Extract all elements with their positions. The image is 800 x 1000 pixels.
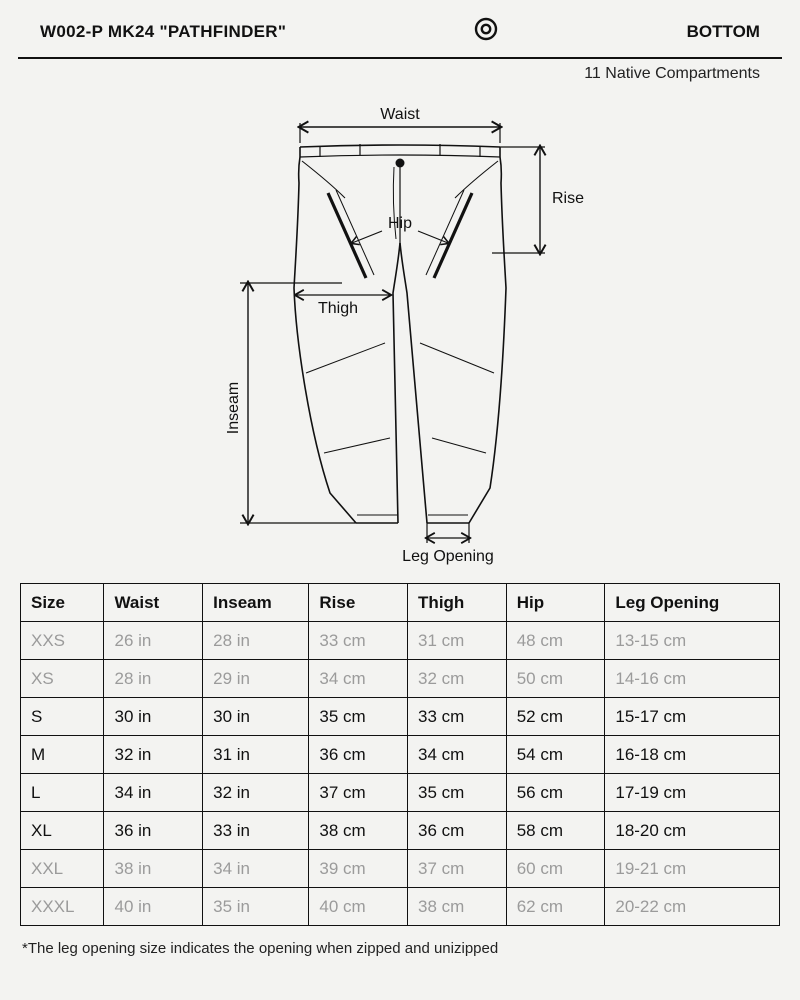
table-cell: 35 cm — [309, 698, 408, 736]
diagram-label-inseam: Inseam — [225, 382, 242, 434]
table-header-row: SizeWaistInseamRiseThighHipLeg Opening — [21, 584, 780, 622]
table-cell: 36 cm — [309, 736, 408, 774]
table-cell: 30 in — [104, 698, 203, 736]
table-row: XXS26 in28 in33 cm31 cm48 cm13-15 cm — [21, 622, 780, 660]
table-cell: 33 cm — [408, 698, 507, 736]
table-cell: XXL — [21, 850, 104, 888]
table-cell: XXXL — [21, 888, 104, 926]
diagram-label-leg-opening: Leg Opening — [402, 548, 494, 565]
table-cell: 34 cm — [408, 736, 507, 774]
table-cell: 31 in — [203, 736, 309, 774]
table-cell: 26 in — [104, 622, 203, 660]
table-cell: 48 cm — [506, 622, 605, 660]
diagram-label-thigh: Thigh — [318, 300, 358, 317]
table-cell: 34 in — [104, 774, 203, 812]
table-cell: 33 cm — [309, 622, 408, 660]
table-header-cell: Thigh — [408, 584, 507, 622]
table-cell: 28 in — [104, 660, 203, 698]
table-cell: 35 in — [203, 888, 309, 926]
category-label: BOTTOM — [687, 22, 760, 42]
diagram-label-waist: Waist — [380, 106, 420, 123]
table-cell: 19-21 cm — [605, 850, 780, 888]
table-cell: 60 cm — [506, 850, 605, 888]
table-cell: 32 in — [104, 736, 203, 774]
table-cell: 58 cm — [506, 812, 605, 850]
table-cell: 32 in — [203, 774, 309, 812]
table-cell: S — [21, 698, 104, 736]
table-cell: 14-16 cm — [605, 660, 780, 698]
size-diagram: Waist Rise Inseam — [18, 83, 782, 583]
table-header-cell: Inseam — [203, 584, 309, 622]
table-cell: 31 cm — [408, 622, 507, 660]
table-cell: 15-17 cm — [605, 698, 780, 736]
table-cell: 18-20 cm — [605, 812, 780, 850]
table-cell: M — [21, 736, 104, 774]
table-cell: 40 in — [104, 888, 203, 926]
table-cell: XL — [21, 812, 104, 850]
table-cell: 34 in — [203, 850, 309, 888]
table-cell: 16-18 cm — [605, 736, 780, 774]
table-cell: 62 cm — [506, 888, 605, 926]
table-cell: 36 in — [104, 812, 203, 850]
table-cell: 54 cm — [506, 736, 605, 774]
subtitle: 11 Native Compartments — [18, 59, 782, 83]
table-row: L34 in32 in37 cm35 cm56 cm17-19 cm — [21, 774, 780, 812]
table-cell: 28 in — [203, 622, 309, 660]
table-cell: 13-15 cm — [605, 622, 780, 660]
table-cell: 32 cm — [408, 660, 507, 698]
table-cell: 39 cm — [309, 850, 408, 888]
table-header-cell: Rise — [309, 584, 408, 622]
footnote: *The leg opening size indicates the open… — [22, 940, 778, 957]
table-cell: L — [21, 774, 104, 812]
table-cell: 30 in — [203, 698, 309, 736]
header-bar: W002-P MK24 "PATHFINDER" BOTTOM — [18, 0, 782, 59]
table-cell: 37 cm — [408, 850, 507, 888]
table-cell: 38 cm — [408, 888, 507, 926]
table-cell: 36 cm — [408, 812, 507, 850]
table-row: M32 in31 in36 cm34 cm54 cm16-18 cm — [21, 736, 780, 774]
table-header-cell: Leg Opening — [605, 584, 780, 622]
table-cell: XS — [21, 660, 104, 698]
table-cell: 40 cm — [309, 888, 408, 926]
table-cell: 52 cm — [506, 698, 605, 736]
diagram-label-hip: Hip — [388, 215, 412, 232]
table-header-cell: Waist — [104, 584, 203, 622]
product-code: W002-P MK24 "PATHFINDER" — [40, 22, 286, 42]
table-row: XS28 in29 in34 cm32 cm50 cm14-16 cm — [21, 660, 780, 698]
table-cell: 17-19 cm — [605, 774, 780, 812]
table-row: XXL38 in34 in39 cm37 cm60 cm19-21 cm — [21, 850, 780, 888]
table-cell: 38 cm — [309, 812, 408, 850]
table-cell: 56 cm — [506, 774, 605, 812]
target-icon — [473, 16, 499, 47]
table-cell: 33 in — [203, 812, 309, 850]
table-cell: 50 cm — [506, 660, 605, 698]
table-header-cell: Hip — [506, 584, 605, 622]
table-cell: 38 in — [104, 850, 203, 888]
table-cell: 20-22 cm — [605, 888, 780, 926]
table-cell: 35 cm — [408, 774, 507, 812]
table-cell: 37 cm — [309, 774, 408, 812]
table-header-cell: Size — [21, 584, 104, 622]
table-cell: 29 in — [203, 660, 309, 698]
table-cell: 34 cm — [309, 660, 408, 698]
size-table: SizeWaistInseamRiseThighHipLeg Opening X… — [20, 583, 780, 926]
table-row: XXXL40 in35 in40 cm38 cm62 cm20-22 cm — [21, 888, 780, 926]
diagram-label-rise: Rise — [552, 190, 584, 207]
table-cell: XXS — [21, 622, 104, 660]
table-body: XXS26 in28 in33 cm31 cm48 cm13-15 cmXS28… — [21, 622, 780, 926]
table-row: XL36 in33 in38 cm36 cm58 cm18-20 cm — [21, 812, 780, 850]
table-row: S30 in30 in35 cm33 cm52 cm15-17 cm — [21, 698, 780, 736]
